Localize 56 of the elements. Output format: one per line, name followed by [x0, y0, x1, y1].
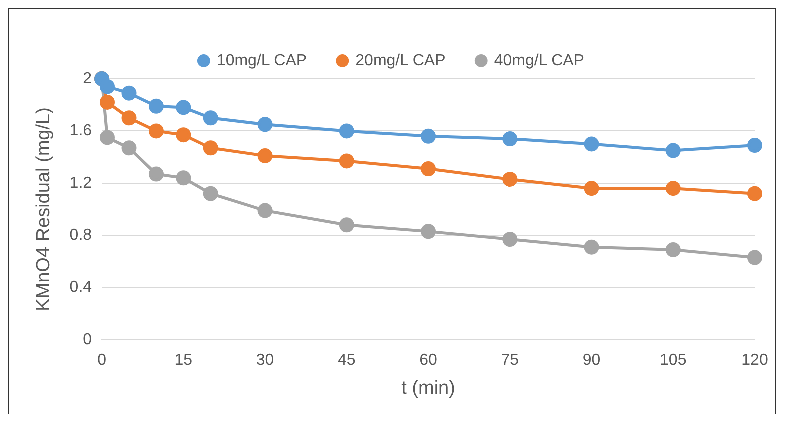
point: [748, 138, 762, 154]
point: [176, 128, 192, 143]
point: [148, 124, 164, 139]
x-tick-label: 90: [582, 352, 601, 370]
y-tick-label: 0.4: [70, 279, 92, 296]
point: [148, 98, 164, 114]
point: [421, 224, 436, 240]
x-tick-label: 120: [742, 352, 768, 370]
point: [203, 110, 218, 126]
point: [258, 203, 273, 218]
point: [666, 181, 681, 196]
point: [584, 181, 600, 196]
y-tick-label: 0: [83, 331, 92, 348]
y-tick-label: 1.6: [70, 122, 92, 140]
point: [502, 232, 518, 248]
x-tick-label: 15: [174, 352, 193, 370]
point: [584, 136, 600, 152]
point: [100, 130, 115, 146]
point: [502, 132, 518, 147]
point: [502, 172, 518, 187]
x-tick-label: 0: [98, 352, 107, 370]
point: [339, 124, 354, 139]
point: [122, 86, 137, 101]
point: [339, 218, 354, 233]
x-tick-label: 75: [501, 352, 520, 370]
y-tick-label: 0.8: [70, 227, 92, 244]
point: [258, 148, 273, 164]
point: [666, 242, 681, 258]
legend-label: 40mg/L CAP: [494, 52, 584, 70]
point: [122, 140, 137, 156]
point: [421, 162, 436, 177]
point: [176, 170, 192, 186]
point: [148, 166, 164, 182]
point: [666, 143, 681, 158]
point: [100, 79, 115, 94]
x-tick-label: 30: [256, 352, 274, 370]
point: [748, 250, 762, 266]
point: [100, 94, 115, 110]
point: [584, 240, 600, 255]
point: [176, 100, 192, 116]
x-tick-label: 60: [420, 352, 438, 370]
point: [339, 154, 354, 169]
point: [258, 117, 273, 132]
y-tick-label: 2: [83, 70, 92, 88]
point: [122, 110, 137, 126]
x-tick-label: 45: [338, 352, 356, 370]
legend-label: 10mg/L CAP: [216, 52, 308, 70]
legend-label: 20mg/L CAP: [356, 52, 446, 70]
point: [748, 186, 762, 202]
point: [203, 186, 218, 202]
y-tick-label: 1.2: [70, 174, 92, 192]
point: [421, 128, 436, 144]
x-axis-title: t (min): [402, 378, 456, 399]
y-axis-title: KMnO4 Residual (mg/L): [34, 108, 55, 312]
x-tick-label: 105: [660, 352, 687, 370]
point: [203, 140, 218, 156]
